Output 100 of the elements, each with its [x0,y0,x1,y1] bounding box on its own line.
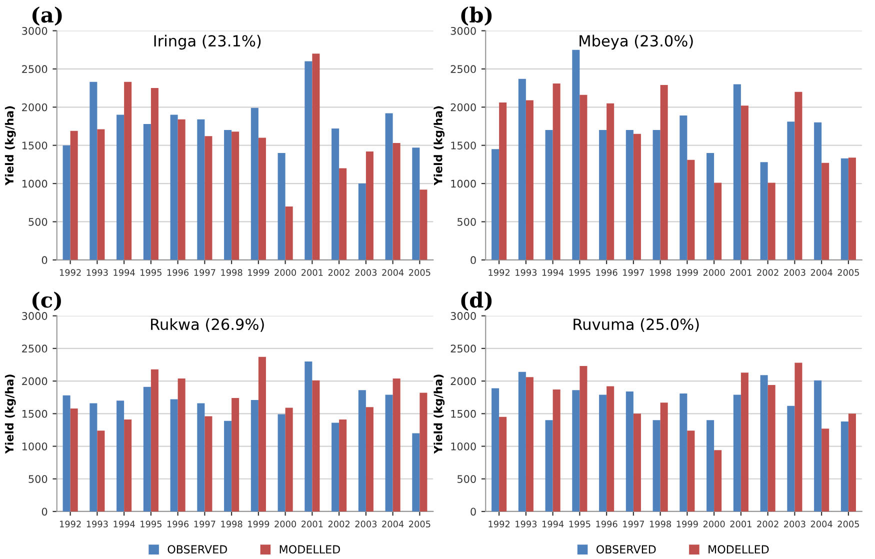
bar [250,108,258,260]
x-tick-label: 1998 [650,520,672,528]
chart-title: (d) [461,292,492,311]
bar [420,392,428,512]
x-tick-label: 2001 [302,520,323,528]
y-tick-label: 3000 [22,26,48,35]
bar [285,408,293,512]
bar [626,130,634,260]
bar [285,206,293,260]
y-tick-label: 1500 [22,410,48,418]
bar [62,395,70,512]
bar [794,362,802,512]
chart-subtitle: Mbeya (23.0%) [580,34,693,50]
bar [143,386,151,512]
bar [768,182,776,260]
bar [278,152,286,260]
bar [706,420,714,512]
bar [599,130,607,260]
x-tick-label: 1997 [194,520,216,528]
x-tick-label: 1992 [488,269,510,276]
bar [633,134,641,260]
x-tick-label: 1996 [167,520,189,528]
bar [178,119,186,260]
bar [385,394,393,512]
x-tick-label: 2002 [328,269,350,276]
y-tick-label: 500 [28,475,48,483]
y-tick-label: 3000 [450,312,476,320]
bar [552,390,560,512]
bar [224,130,232,260]
y-tick-label: 2000 [450,377,476,386]
bar [706,152,714,260]
bar [652,420,660,512]
x-tick-label: 2003 [784,269,806,276]
bar [545,130,553,260]
bar [518,78,526,260]
x-tick-label: 2005 [838,269,859,276]
bar [97,129,105,260]
x-tick-label: 1999 [248,269,270,276]
bar [822,162,830,260]
x-tick-label: 2000 [274,269,296,276]
x-tick-label: 1995 [140,520,162,528]
x-tick-label: 1993 [86,520,108,528]
bar [150,369,158,512]
x-tick-label: 2001 [302,269,323,276]
y-tick-label: 0 [42,256,48,264]
chart-subtitle: Rukwa (26.9%) [151,318,264,332]
x-tick-label: 1992 [60,269,81,276]
bar [312,54,320,260]
bar [392,378,400,512]
y-tick-label: 3000 [450,26,476,35]
y-tick-label: 1000 [22,180,48,188]
bar [687,430,695,512]
x-tick-label: 2000 [274,520,296,528]
x-tick-label: 2005 [838,520,859,528]
y-axis-title: Yield (kg/ha) [4,106,16,186]
legend-label: MODELLED [708,545,769,554]
y-tick-label: 0 [470,256,476,264]
x-tick-label: 1995 [569,520,590,528]
bar [499,102,507,260]
bar [760,162,768,260]
x-tick-label: 1994 [114,520,135,528]
bar [840,158,848,260]
bar [787,406,795,512]
y-tick-label: 2500 [450,344,476,353]
y-tick-label: 2500 [22,344,48,353]
x-tick-label: 2000 [703,520,725,528]
y-tick-label: 1000 [451,180,476,188]
bar [258,356,266,512]
bar [740,372,748,512]
bar [339,420,347,512]
x-tick-label: 2003 [784,520,806,528]
bar [116,114,124,260]
legend-label: OBSERVED [168,545,228,554]
x-tick-label: 1997 [194,269,216,276]
x-tick-label: 1997 [623,269,644,276]
x-tick-label: 2002 [757,269,778,276]
bar [814,380,822,512]
bar [278,414,286,512]
bar [250,400,258,512]
bar [412,148,420,260]
bar [204,416,212,512]
y-tick-label: 2000 [22,103,48,112]
x-tick-label: 1993 [516,520,537,528]
x-tick-label: 1994 [114,269,135,276]
bar [90,403,98,512]
bar [70,130,78,260]
bar [197,119,205,260]
bar [358,390,366,512]
bar [572,390,580,512]
chart-subtitle: Ruvuma (25.0%) [574,318,699,332]
bar [392,143,400,260]
bar [412,433,420,512]
y-tick-label: 1000 [451,442,476,450]
x-tick-label: 1998 [221,269,242,276]
x-tick-label: 2003 [355,269,377,276]
chart-title: (a) [32,6,62,26]
x-tick-label: 1999 [676,269,698,276]
y-tick-label: 0 [470,508,476,516]
bar [499,416,507,512]
x-tick-label: 1994 [542,269,564,276]
